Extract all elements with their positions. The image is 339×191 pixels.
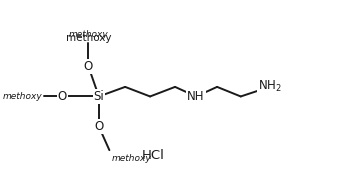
- Text: NH$_2$: NH$_2$: [258, 79, 281, 94]
- Text: methoxy: methoxy: [3, 92, 42, 101]
- Text: O: O: [84, 60, 93, 73]
- Text: NH: NH: [187, 90, 205, 103]
- Text: HCl: HCl: [141, 149, 164, 162]
- Text: O: O: [94, 120, 103, 133]
- Text: methoxy: methoxy: [68, 30, 108, 39]
- Text: Si: Si: [94, 90, 104, 103]
- Text: methoxy: methoxy: [112, 154, 152, 163]
- Text: O: O: [57, 90, 67, 103]
- Text: methoxy: methoxy: [66, 33, 111, 43]
